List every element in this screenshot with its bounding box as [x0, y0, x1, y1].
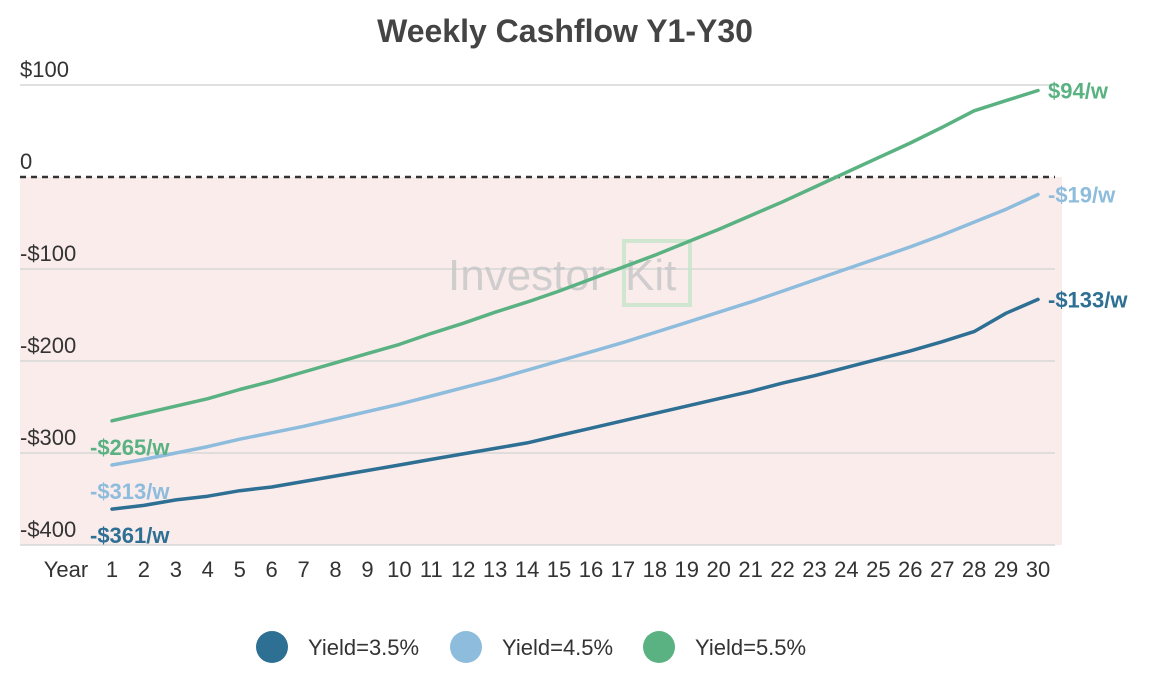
- label-layer: -$361/w -$133/w -$313/w -$19/w -$265/w $94/w: [90, 79, 1128, 549]
- y-tick-label: -$300: [20, 425, 76, 450]
- x-tick-label: 5: [234, 557, 246, 582]
- y-tick-label: -$200: [20, 333, 76, 358]
- x-tick-label: 23: [802, 557, 826, 582]
- x-tick-label: 14: [515, 557, 539, 582]
- watermark-logo-box: [622, 239, 692, 307]
- x-tick-label: 27: [930, 557, 954, 582]
- series-line-2: [110, 192, 1040, 467]
- x-tick-label: 17: [611, 557, 635, 582]
- x-tick-label: 30: [1026, 557, 1050, 582]
- x-tick-label: 25: [866, 557, 890, 582]
- x-tick-label: 4: [202, 557, 214, 582]
- y-tick-label: $100: [20, 57, 69, 82]
- x-tick-label: 13: [483, 557, 507, 582]
- x-axis-label: Year: [44, 557, 88, 582]
- x-tick-label: 16: [579, 557, 603, 582]
- watermark: Investor Kit: [448, 239, 692, 307]
- series-line-3: [110, 88, 1040, 423]
- legend: Yield=3.5% Yield=4.5% Yield=5.5%: [256, 631, 806, 663]
- y-tick-label: -$100: [20, 241, 76, 266]
- series-start-label-2: -$313/w: [90, 479, 170, 504]
- series-end-label-3: $94/w: [1048, 79, 1109, 104]
- x-tick-label: 21: [738, 557, 762, 582]
- x-tick-label: 24: [834, 557, 858, 582]
- x-tick-label: 2: [138, 557, 150, 582]
- series-line-1: [110, 297, 1040, 511]
- watermark-logo-text: Kit: [625, 251, 676, 300]
- x-tick-label: 15: [547, 557, 571, 582]
- x-tick-label: 10: [387, 557, 411, 582]
- legend-label-3: Yield=5.5%: [695, 635, 806, 660]
- legend-swatch-3: [643, 631, 675, 663]
- x-tick-label: 22: [770, 557, 794, 582]
- x-tick-label: 26: [898, 557, 922, 582]
- legend-swatch-2: [450, 631, 482, 663]
- x-tick-label: 18: [643, 557, 667, 582]
- legend-swatch-1: [256, 631, 288, 663]
- chart-title: Weekly Cashflow Y1-Y30: [377, 13, 753, 49]
- x-tick-label: 8: [329, 557, 341, 582]
- series-end-label-2: -$19/w: [1048, 182, 1116, 207]
- legend-label-2: Yield=4.5%: [502, 635, 613, 660]
- series-start-label-1: -$361/w: [90, 523, 170, 548]
- x-tick-label: 12: [451, 557, 475, 582]
- series-layer: [110, 88, 1040, 511]
- series-end-label-1: -$133/w: [1048, 287, 1128, 312]
- x-tick-label: 28: [962, 557, 986, 582]
- legend-label-1: Yield=3.5%: [308, 635, 419, 660]
- x-tick-label: 20: [706, 557, 730, 582]
- x-tick-label: 3: [170, 557, 182, 582]
- x-tick-label: 19: [675, 557, 699, 582]
- x-tick-label: 6: [266, 557, 278, 582]
- x-tick-label: 9: [361, 557, 373, 582]
- watermark-text: Investor: [448, 251, 605, 300]
- x-tick-label: 11: [420, 557, 443, 582]
- series-start-label-3: -$265/w: [90, 435, 170, 460]
- y-tick-label: 0: [20, 149, 32, 174]
- y-tick-label: -$400: [20, 517, 76, 542]
- x-tick-label: 29: [994, 557, 1018, 582]
- x-tick-label: 7: [297, 557, 309, 582]
- x-tick-label: 1: [106, 557, 118, 582]
